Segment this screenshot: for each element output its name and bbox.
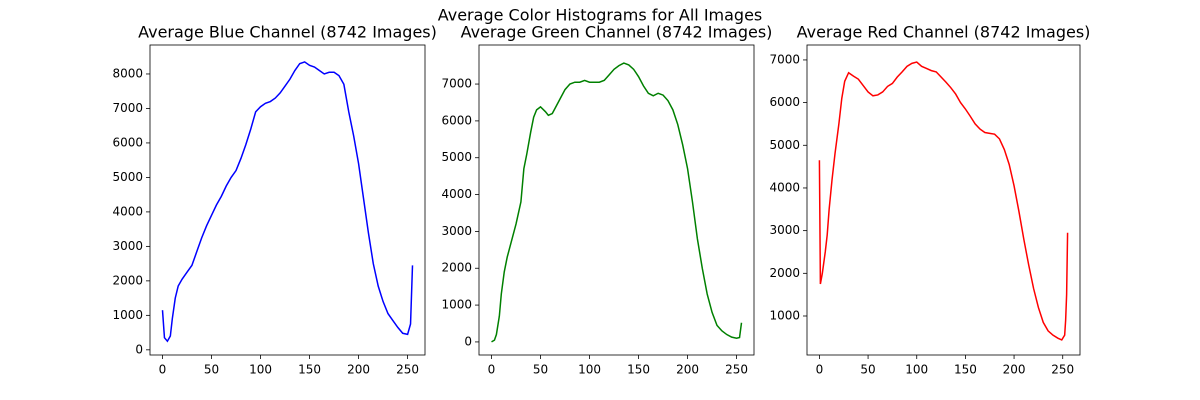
axes-frame [478, 44, 755, 356]
x-tick-label: 150 [298, 363, 321, 377]
subplot-title: Average Blue Channel (8742 Images) [138, 23, 437, 42]
y-tick-label: 4000 [112, 204, 143, 218]
y-tick-label: 1000 [769, 308, 800, 322]
y-tick-label: 1000 [441, 298, 472, 312]
y-tick-label: 5000 [769, 138, 800, 152]
y-tick-label: 6000 [112, 135, 143, 149]
y-tick-label: 3000 [769, 223, 800, 237]
subplot-title: Average Red Channel (8742 Images) [797, 23, 1091, 42]
y-tick-label: 4000 [441, 187, 472, 201]
y-tick-label: 0 [464, 334, 472, 348]
x-tick-label: 50 [204, 363, 219, 377]
x-tick-label: 250 [396, 363, 419, 377]
x-tick-label: 100 [249, 363, 272, 377]
x-tick-label: 150 [954, 363, 977, 377]
y-tick-label: 3000 [441, 224, 472, 238]
x-tick-label: 0 [159, 363, 167, 377]
x-tick-label: 200 [1003, 363, 1026, 377]
x-tick-label: 100 [905, 363, 928, 377]
y-tick-label: 1000 [112, 308, 143, 322]
x-tick-label: 0 [816, 363, 824, 377]
y-tick-label: 2000 [441, 261, 472, 275]
y-tick-label: 5000 [112, 170, 143, 184]
subplot-title: Average Green Channel (8742 Images) [461, 23, 773, 42]
y-tick-label: 5000 [441, 150, 472, 164]
y-tick-label: 4000 [769, 180, 800, 194]
y-tick-label: 6000 [441, 113, 472, 127]
data-line [161, 61, 414, 343]
x-tick-label: 200 [676, 363, 699, 377]
x-tick-label: 250 [725, 363, 748, 377]
x-tick-label: 0 [488, 363, 496, 377]
x-tick-label: 150 [627, 363, 650, 377]
x-tick-label: 100 [578, 363, 601, 377]
x-tick-label: 200 [347, 363, 370, 377]
y-tick-label: 2000 [112, 273, 143, 287]
data-line [818, 61, 1069, 341]
axes-frame [149, 44, 426, 356]
y-tick-label: 7000 [769, 52, 800, 66]
y-tick-label: 2000 [769, 266, 800, 280]
figure-title: Average Color Histograms for All Images [438, 6, 763, 25]
y-tick-label: 6000 [769, 95, 800, 109]
axes-frame [806, 44, 1081, 356]
x-tick-label: 250 [1051, 363, 1074, 377]
y-tick-label: 7000 [441, 77, 472, 91]
y-tick-label: 7000 [112, 101, 143, 115]
y-tick-label: 3000 [112, 239, 143, 253]
data-line [491, 62, 743, 343]
x-tick-label: 50 [860, 363, 875, 377]
x-tick-label: 50 [533, 363, 548, 377]
y-tick-label: 8000 [112, 66, 143, 80]
y-tick-label: 0 [135, 342, 143, 356]
